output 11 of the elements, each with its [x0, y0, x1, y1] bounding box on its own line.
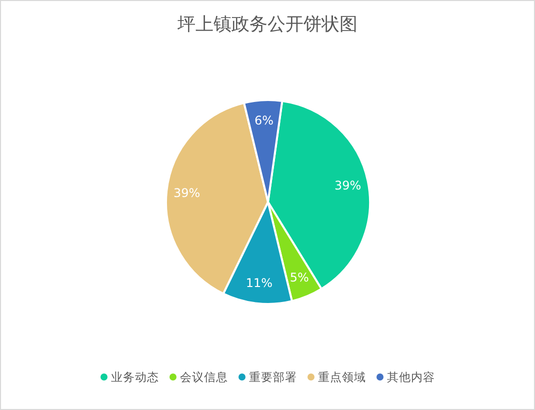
data-label: 11% — [246, 276, 273, 290]
legend-label: 其他内容 — [387, 370, 435, 384]
legend-label: 业务动态 — [111, 370, 159, 384]
data-label: 39% — [334, 178, 362, 192]
chart-title: 坪上镇政务公开饼状图 — [176, 14, 358, 35]
data-label: 6% — [254, 113, 274, 128]
legend-label: 重要部署 — [249, 370, 297, 384]
legend-label: 会议信息 — [180, 370, 228, 384]
data-label: 39% — [174, 186, 200, 200]
data-label: 5% — [290, 270, 309, 284]
legend-label: 重点领域 — [318, 370, 366, 384]
